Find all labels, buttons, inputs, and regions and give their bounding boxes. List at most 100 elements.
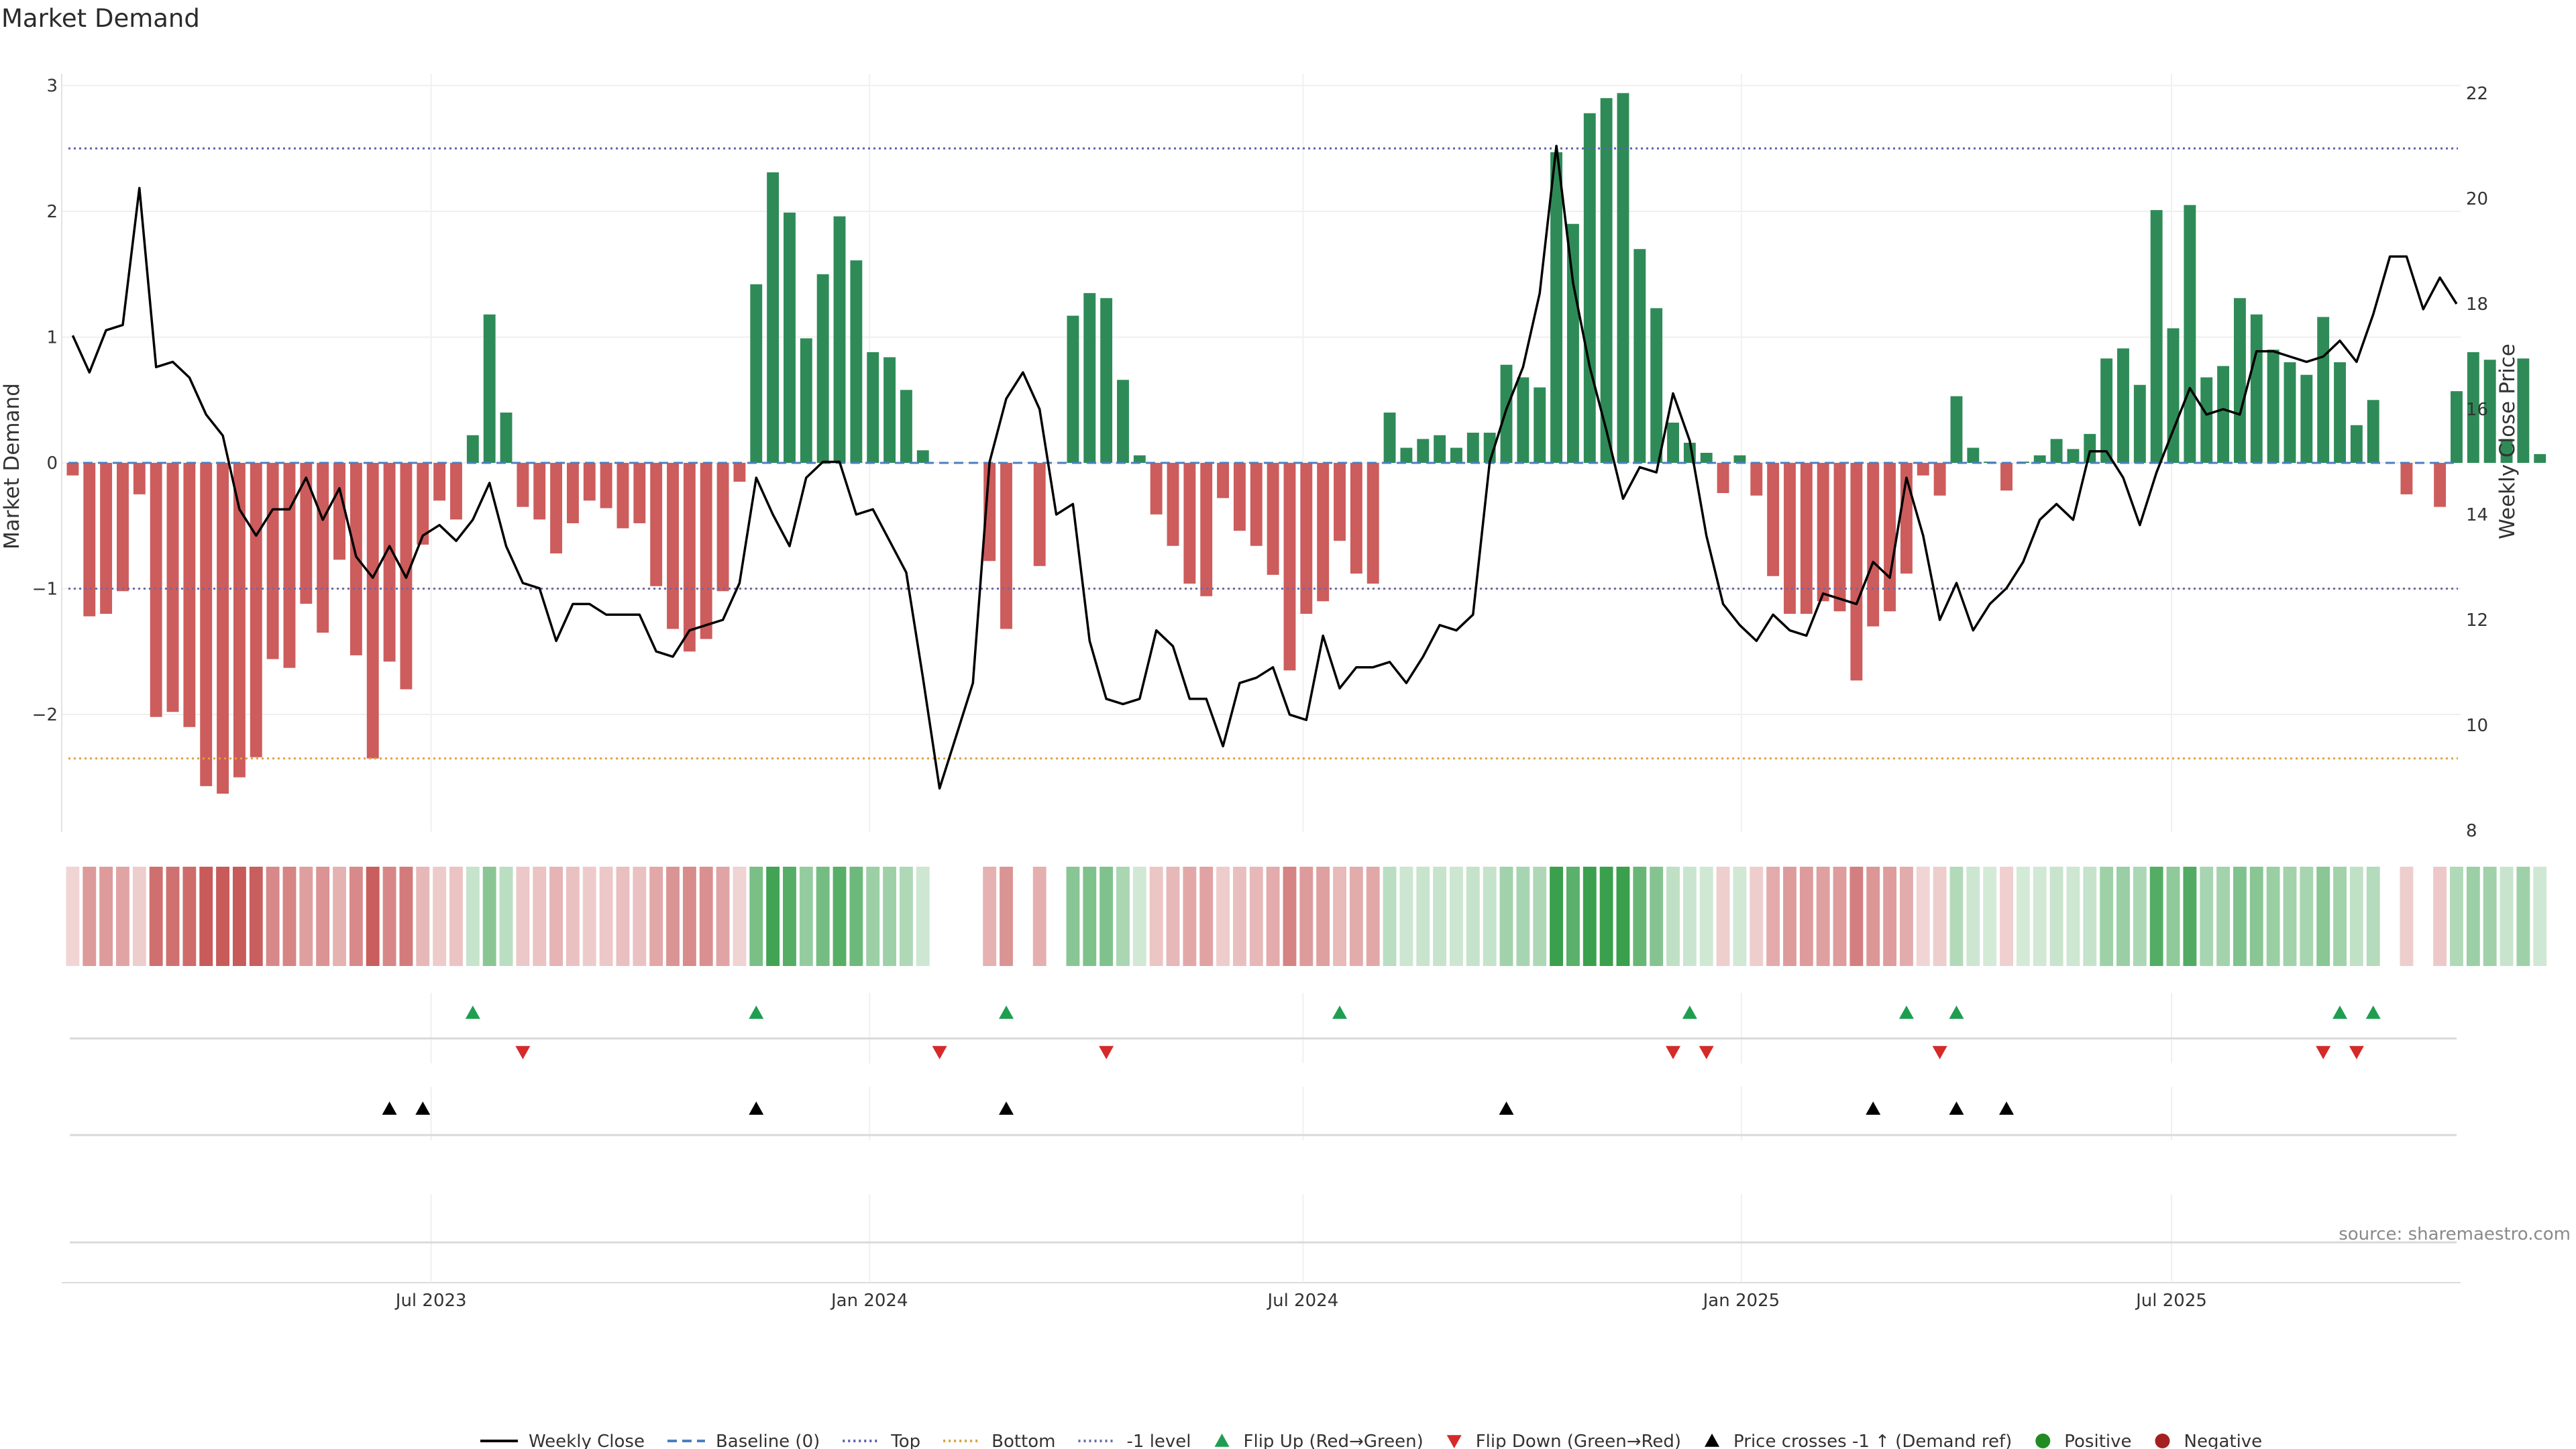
heat-cell (216, 867, 230, 966)
flip-down-marker (2349, 1046, 2364, 1059)
legend-swatch (1214, 1434, 1230, 1447)
heat-cell (1983, 867, 1997, 966)
demand-bar (166, 463, 179, 712)
heat-cell (1833, 867, 1847, 966)
heat-cell (1550, 867, 1564, 966)
heat-cell (1766, 867, 1780, 966)
price-cross-marker (1866, 1102, 1881, 1115)
y-tick-label: −2 (32, 705, 58, 725)
heat-cell (616, 867, 630, 966)
demand-bar (83, 463, 96, 616)
y-tick-label: −1 (32, 580, 58, 600)
heat-cell (1682, 867, 1697, 966)
heat-cell (149, 867, 163, 966)
demand-bar (2334, 362, 2346, 463)
price-cross-marker (382, 1102, 397, 1115)
demand-bar (616, 463, 629, 529)
legend-label: Flip Up (Red→Green) (1244, 1432, 1424, 1449)
legend-item: Price crosses -1 ↑ (Demand ref) (1705, 1432, 2012, 1449)
demand-bar (1250, 463, 1263, 546)
heat-cell (2133, 867, 2147, 966)
demand-bar (2067, 449, 2080, 463)
demand-bar (383, 463, 396, 662)
demand-bar (850, 260, 863, 463)
demand-bar (2117, 348, 2129, 463)
flip-down-marker (515, 1046, 531, 1059)
demand-bar (2284, 362, 2296, 463)
heat-cell (2000, 867, 2013, 966)
demand-bar (1667, 423, 1679, 463)
demand-bar (66, 463, 79, 476)
heat-cell (333, 867, 346, 966)
heat-cell (116, 867, 129, 966)
demand-bar (2217, 366, 2230, 463)
legend-item: Flip Up (Red→Green) (1214, 1432, 1424, 1449)
y-tick-label: 3 (46, 76, 58, 97)
heat-cell (2016, 867, 2030, 966)
demand-bar (2317, 317, 2330, 463)
demand-bar (716, 463, 729, 592)
heat-cell (666, 867, 680, 966)
price-cross-marker (1949, 1102, 1964, 1115)
demand-bar (500, 413, 513, 463)
x-tick-label: Jul 2023 (394, 1291, 467, 1311)
demand-bar (733, 463, 746, 482)
demand-bar (1000, 463, 1012, 629)
demand-bar (2367, 400, 2379, 463)
flip-down-marker (2316, 1046, 2331, 1059)
y2-tick-label: 8 (2466, 821, 2477, 841)
demand-bar (133, 463, 146, 494)
legend-label: Weekly Close (529, 1432, 645, 1449)
demand-bar (1067, 315, 1079, 463)
heat-cell (2200, 867, 2214, 966)
heat-cell (1949, 867, 1964, 966)
heat-cell (2249, 867, 2263, 966)
heat-cell (1149, 867, 1163, 966)
demand-bar (767, 172, 780, 463)
heat-cell (1783, 867, 1796, 966)
reference-lines (68, 147, 2458, 760)
demand-bar (533, 463, 546, 520)
legend-item: Weekly Close (480, 1432, 645, 1449)
heat-cell (249, 867, 263, 966)
y2-tick-label: 22 (2466, 84, 2488, 104)
demand-bar (1150, 463, 1163, 515)
demand-bar (1717, 463, 1729, 493)
legend-item: -1 level (1078, 1432, 1191, 1449)
heat-cell (1499, 867, 1513, 966)
legend-label: Positive (2064, 1432, 2131, 1449)
demand-bar (1183, 463, 1196, 584)
heat-cell (2266, 867, 2280, 966)
heat-cell (916, 867, 930, 966)
heat-cell (1032, 867, 1046, 966)
demand-bar (1383, 413, 1396, 463)
demand-bar (1817, 463, 1829, 602)
demand-bar (2167, 328, 2180, 463)
demand-bar (100, 463, 113, 614)
heat-cell (849, 867, 863, 966)
demand-bar (1800, 463, 1813, 614)
demand-bar (350, 463, 362, 655)
heat-cell (2116, 867, 2130, 966)
heat-cell (366, 867, 380, 966)
legend-item: Top (843, 1432, 920, 1449)
heat-cell (1566, 867, 1580, 966)
heat-cell (783, 867, 796, 966)
heat-cell (1333, 867, 1346, 966)
heat-cell (1416, 867, 1430, 966)
legend-swatch (2035, 1434, 2051, 1448)
heat-cell (566, 867, 580, 966)
heat-cell (1633, 867, 1647, 966)
heat-cell (766, 867, 780, 966)
demand-bar (2467, 352, 2479, 463)
demand-bar (1750, 463, 1763, 496)
demand-bar (583, 463, 596, 501)
demand-bar (1566, 223, 1579, 463)
heat-cell (1349, 867, 1363, 966)
heat-cell (2366, 867, 2380, 966)
demand-bar (1784, 463, 1796, 614)
legend-item: Negative (2155, 1432, 2262, 1449)
demand-bar (1950, 396, 1963, 463)
heat-cell (1599, 867, 1613, 966)
heat-cell (482, 867, 496, 966)
